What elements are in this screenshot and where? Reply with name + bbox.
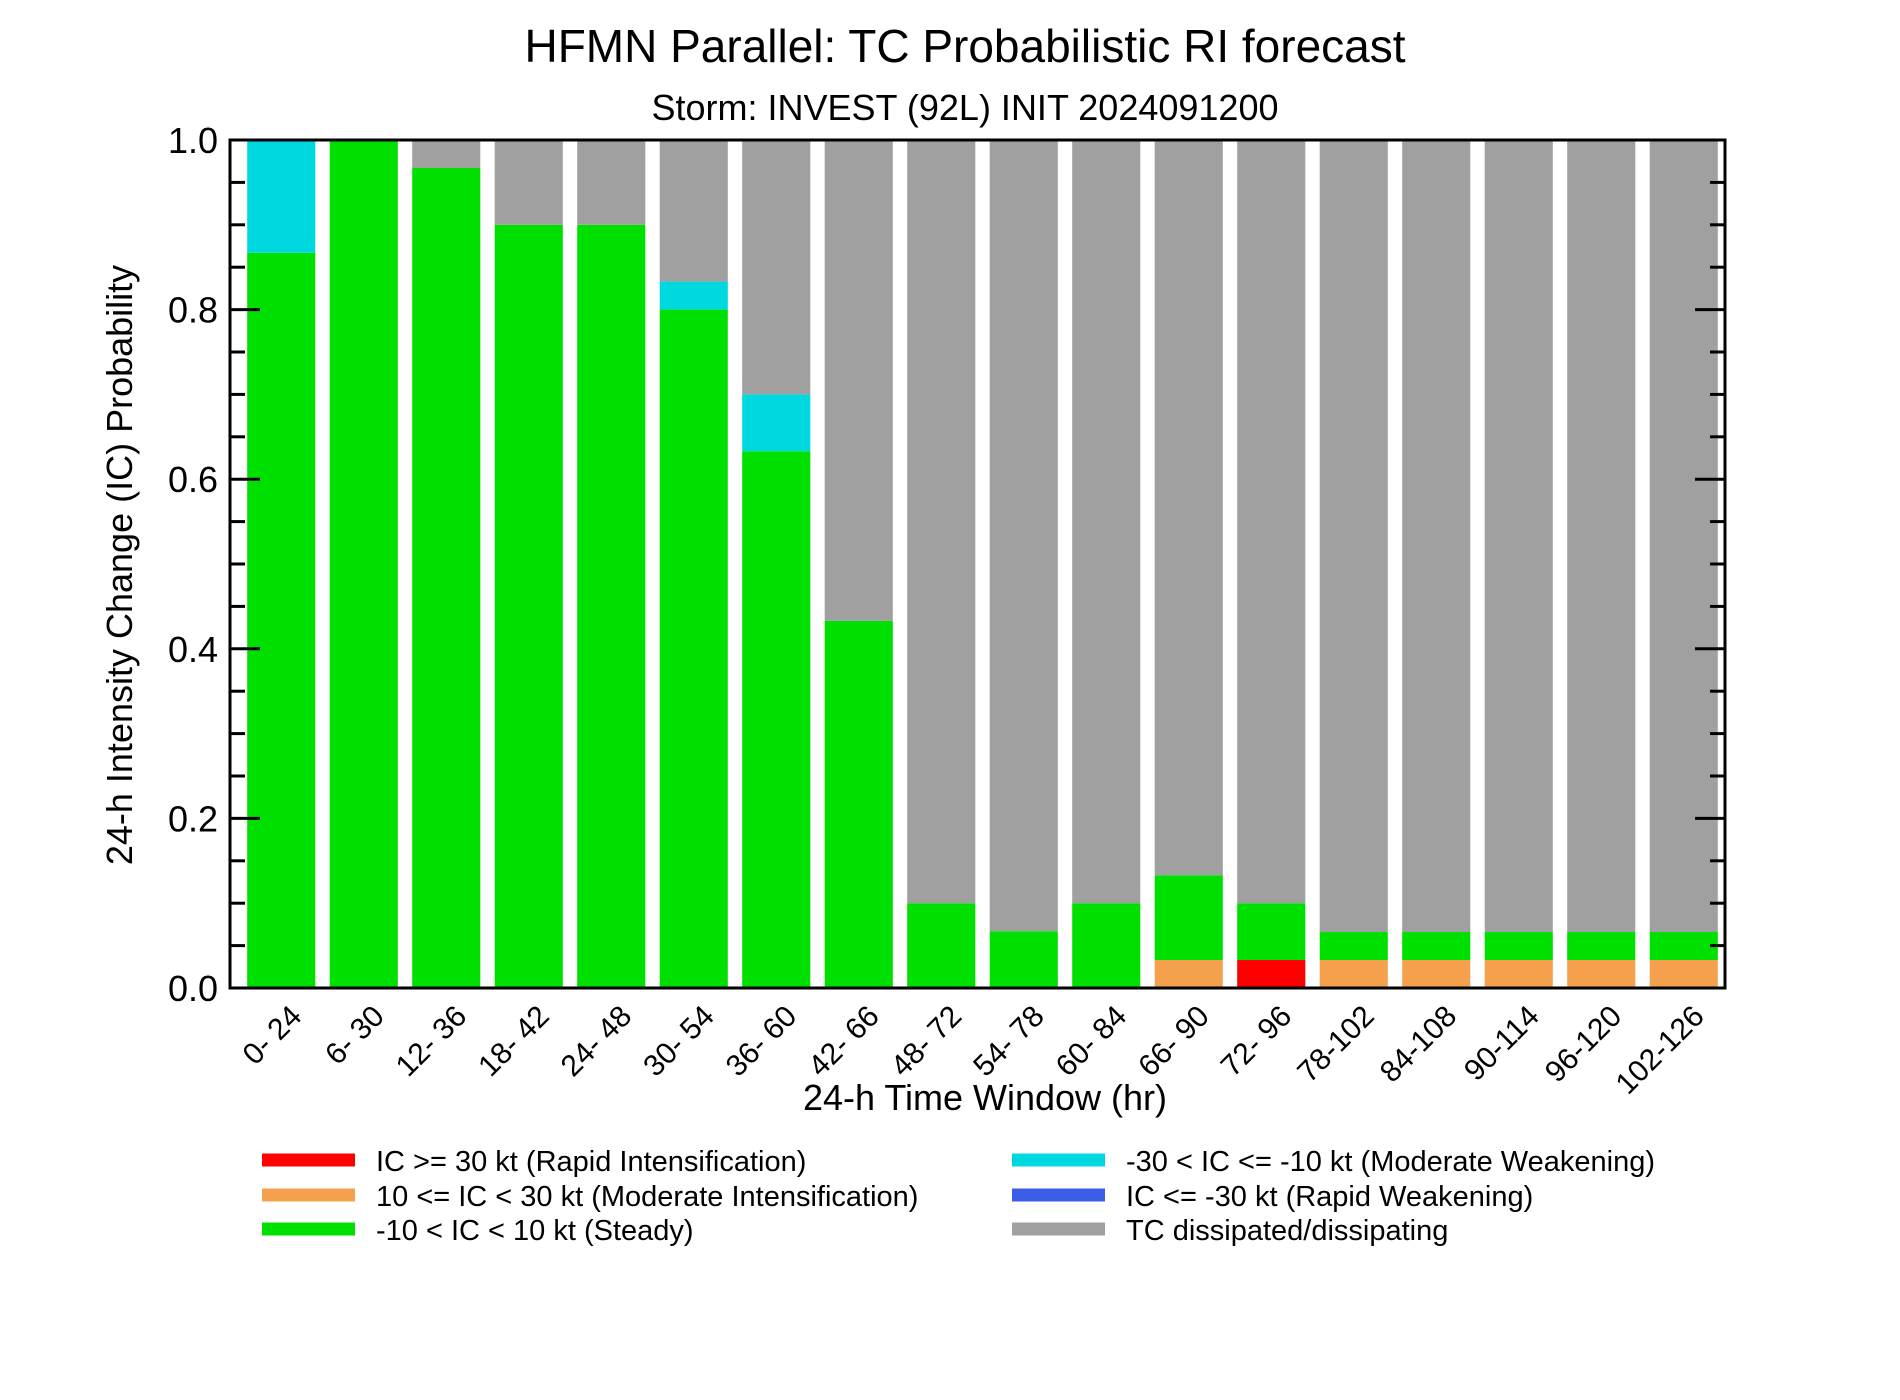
bar-segment bbox=[742, 394, 811, 452]
bar-segment bbox=[1319, 932, 1388, 961]
legend-label: -10 < IC < 10 kt (Steady) bbox=[376, 1215, 694, 1247]
bar-segment bbox=[1154, 960, 1223, 988]
bar-segment bbox=[1567, 932, 1636, 961]
bar-segment bbox=[989, 140, 1058, 932]
x-tick-label: 36- 60 bbox=[720, 1000, 803, 1083]
legend-label: 10 <= IC < 30 kt (Moderate Intensificati… bbox=[376, 1181, 918, 1213]
x-tick-label: 102-126 bbox=[1610, 1000, 1711, 1101]
x-tick-label: 42- 66 bbox=[802, 1000, 885, 1083]
bar-segment bbox=[1072, 903, 1141, 988]
bar-segment bbox=[329, 140, 398, 988]
x-tick-label: 90-114 bbox=[1458, 1000, 1546, 1088]
legend: IC >= 30 kt (Rapid Intensification)10 <=… bbox=[262, 1146, 1655, 1247]
bar-segment bbox=[1649, 140, 1718, 933]
bar-segment bbox=[1402, 960, 1471, 988]
x-tick-label: 66- 90 bbox=[1132, 1000, 1215, 1083]
bar-segment bbox=[1484, 960, 1553, 988]
bar-segment bbox=[989, 931, 1058, 988]
y-tick-label: 1.0 bbox=[168, 120, 218, 161]
bar-segment bbox=[907, 903, 976, 988]
legend-label: -30 < IC <= -10 kt (Moderate Weakening) bbox=[1126, 1146, 1655, 1178]
x-tick-label: 48- 72 bbox=[885, 1000, 968, 1083]
bar-segment bbox=[907, 140, 976, 904]
bar-segment bbox=[1237, 903, 1306, 961]
y-tick-label: 0.4 bbox=[168, 629, 218, 670]
bar-segment bbox=[824, 140, 893, 621]
y-tick-label: 0.8 bbox=[168, 290, 218, 331]
bar-segment bbox=[1649, 932, 1718, 961]
x-tick-label: 72- 96 bbox=[1215, 1000, 1298, 1083]
bar-segment bbox=[1402, 140, 1471, 933]
legend-label: IC <= -30 kt (Rapid Weakening) bbox=[1126, 1181, 1533, 1213]
bar-segment bbox=[1154, 875, 1223, 961]
legend-label: IC >= 30 kt (Rapid Intensification) bbox=[376, 1146, 806, 1178]
bar-segment bbox=[742, 140, 811, 395]
x-tick-label: 6- 30 bbox=[319, 1000, 391, 1072]
bar-segment bbox=[1649, 960, 1718, 988]
x-tick-label: 78-102 bbox=[1291, 1000, 1380, 1089]
bar-segment bbox=[1237, 140, 1306, 904]
y-tick-label: 0.2 bbox=[168, 798, 218, 839]
y-tick-label: 0.0 bbox=[168, 968, 218, 1009]
bar-segment bbox=[1237, 960, 1306, 988]
bar-segment bbox=[412, 140, 481, 168]
x-tick-label: 30- 54 bbox=[637, 1000, 720, 1083]
bar-segment bbox=[494, 140, 563, 225]
bar-segment bbox=[1567, 960, 1636, 988]
chart-subtitle: Storm: INVEST (92L) INIT 2024091200 bbox=[652, 87, 1279, 128]
bar-segment bbox=[1319, 960, 1388, 988]
bar-segment bbox=[659, 140, 728, 282]
chart-title: HFMN Parallel: TC Probabilistic RI forec… bbox=[524, 20, 1405, 72]
bar-segment bbox=[742, 451, 811, 989]
bar-segment bbox=[659, 309, 728, 989]
bar-segment bbox=[824, 620, 893, 988]
bar-segment bbox=[1567, 140, 1636, 933]
y-tick-label: 0.6 bbox=[168, 459, 218, 500]
bar-segment bbox=[1154, 140, 1223, 876]
x-tick-label: 18- 42 bbox=[472, 1000, 555, 1083]
bar-segment bbox=[1484, 140, 1553, 933]
legend-label: TC dissipated/dissipating bbox=[1126, 1215, 1448, 1247]
bar-segment bbox=[577, 224, 646, 989]
x-tick-label: 84-108 bbox=[1374, 1000, 1463, 1089]
bar-segment bbox=[247, 140, 316, 253]
bar-segment bbox=[1072, 140, 1141, 904]
bar-segment bbox=[577, 140, 646, 225]
y-axis-label: 24-h Intensity Change (IC) Probability bbox=[99, 265, 140, 865]
x-tick-label: 0- 24 bbox=[237, 1000, 309, 1072]
bar-segment bbox=[1319, 140, 1388, 933]
x-tick-label: 24- 48 bbox=[555, 1000, 638, 1083]
x-axis-label: 24-h Time Window (hr) bbox=[803, 1077, 1167, 1118]
plot-area: 0- 24 6- 30 12- 36 18- 42 24- 48 30- 54 36- 60… bbox=[168, 120, 1727, 1101]
bar-segment bbox=[1484, 932, 1553, 961]
bar-segment bbox=[1402, 932, 1471, 961]
bar-segment bbox=[659, 281, 728, 310]
x-tick-label: 54- 78 bbox=[967, 1000, 1050, 1083]
bar-segment bbox=[412, 167, 481, 989]
x-tick-label: 60- 84 bbox=[1050, 1000, 1133, 1083]
bar-segment bbox=[494, 224, 563, 989]
x-tick-label: 12- 36 bbox=[390, 1000, 473, 1083]
bar-segment bbox=[247, 252, 316, 988]
